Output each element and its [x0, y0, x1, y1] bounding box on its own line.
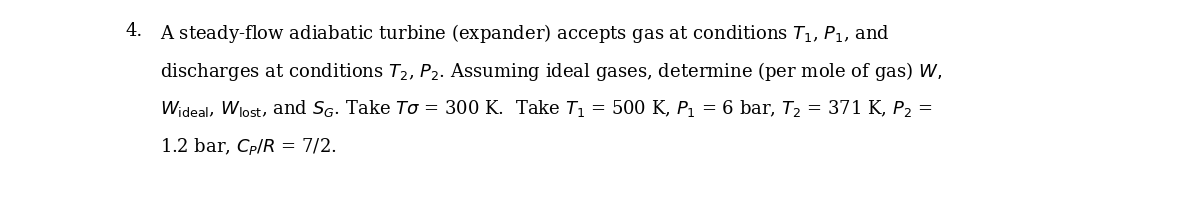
Text: A steady-flow adiabatic turbine (expander) accepts gas at conditions $T_1$, $P_1: A steady-flow adiabatic turbine (expande…	[160, 22, 890, 45]
Text: 4.: 4.	[125, 22, 143, 40]
Text: 1.2 bar, $C_P/R$ = 7/2.: 1.2 bar, $C_P/R$ = 7/2.	[160, 136, 337, 157]
Text: discharges at conditions $T_2$, $P_2$. Assuming ideal gases, determine (per mole: discharges at conditions $T_2$, $P_2$. A…	[160, 60, 942, 83]
Text: $W_\mathrm{ideal}$, $W_\mathrm{lost}$, and $S_G$. Take $T\sigma$ = 300 K.  Take : $W_\mathrm{ideal}$, $W_\mathrm{lost}$, a…	[160, 98, 932, 119]
